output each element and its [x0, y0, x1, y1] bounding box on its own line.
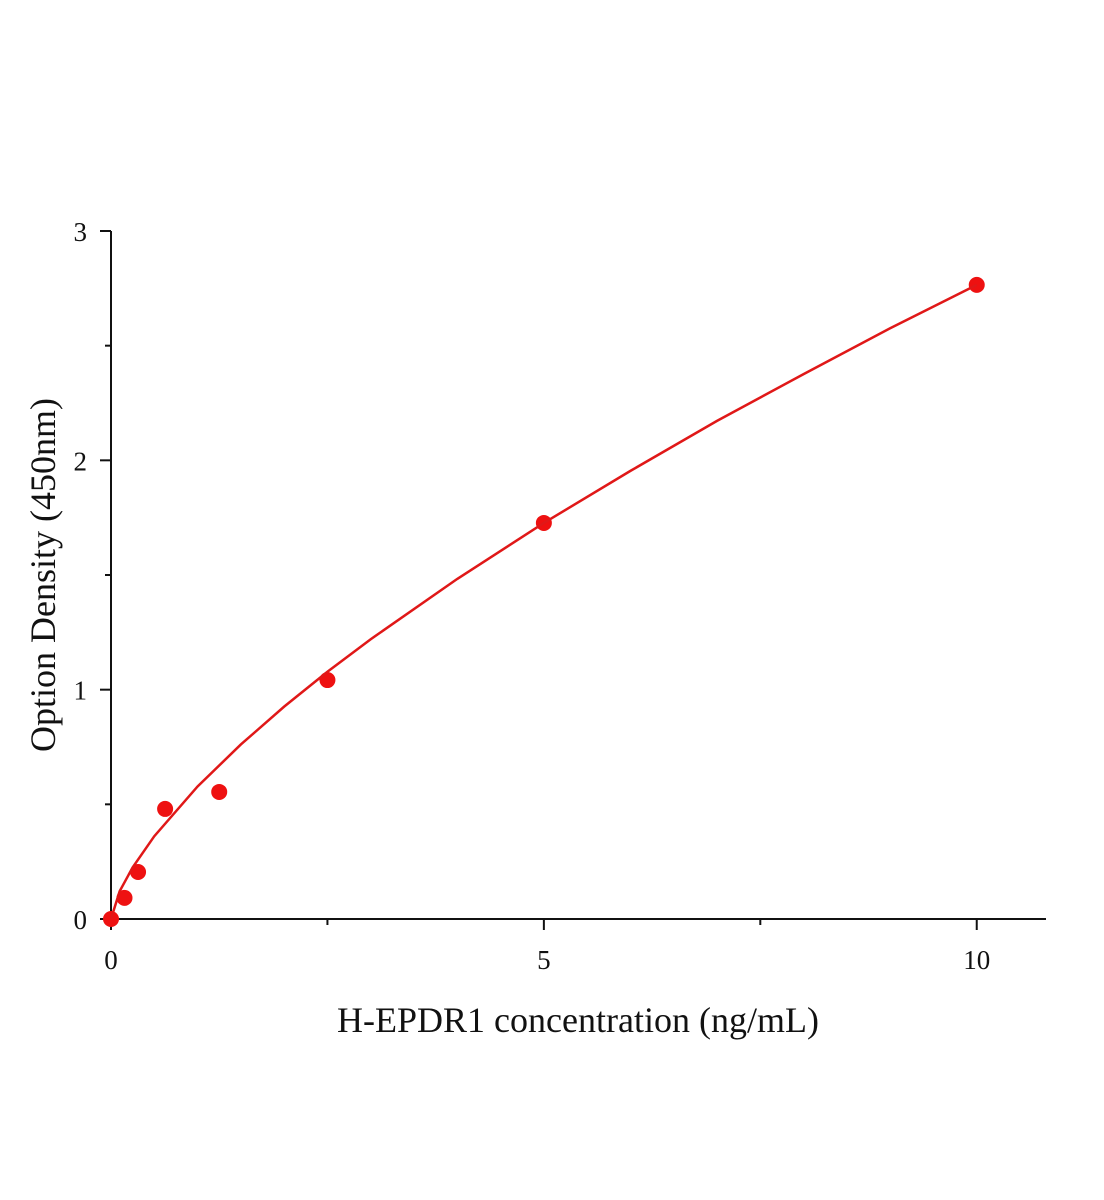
- y-tick-label: 3: [74, 217, 88, 247]
- y-tick-label: 2: [74, 446, 88, 476]
- fit-curve: [109, 283, 978, 920]
- x-tick-label: 0: [104, 945, 118, 975]
- data-point: [319, 672, 336, 689]
- x-axis-label: H-EPDR1 concentration (ng/mL): [337, 1000, 819, 1040]
- data-point: [157, 800, 174, 817]
- y-axis-label: Option Density (450nm): [23, 398, 63, 752]
- x-tick-label: 5: [537, 945, 551, 975]
- y-tick-label: 0: [74, 905, 88, 935]
- data-point: [130, 863, 147, 880]
- y-tick-label: 1: [74, 676, 88, 706]
- data-point: [116, 889, 133, 906]
- data-point: [211, 783, 228, 800]
- x-tick-label: 10: [963, 945, 990, 975]
